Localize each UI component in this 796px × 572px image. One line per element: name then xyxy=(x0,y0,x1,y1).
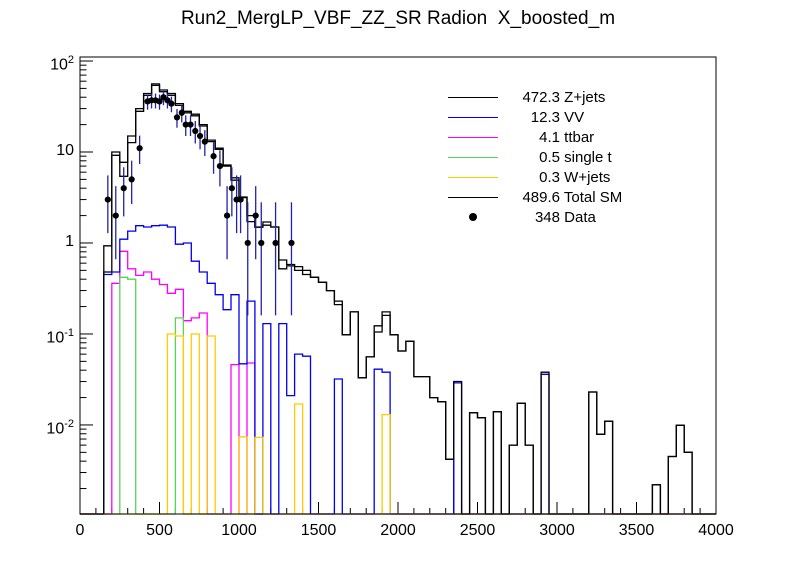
legend-line-sample xyxy=(448,107,498,127)
data-marker xyxy=(244,239,251,247)
data-marker xyxy=(288,239,295,247)
x-tick-label: 0 xyxy=(75,522,85,539)
data-marker xyxy=(178,109,185,116)
y-tick-label: 10 xyxy=(56,141,74,159)
x-tick-label: 2000 xyxy=(380,522,416,539)
legend-entry-text: 0.5 single t xyxy=(539,148,612,166)
x-tick-label: 1500 xyxy=(300,522,337,539)
plot-title: Run2_MergLP_VBF_ZZ_SR Radion X_boosted_m xyxy=(180,8,616,29)
legend-entry-w-jets: 0.3 W+jets xyxy=(438,167,713,187)
legend-line-sample xyxy=(448,147,498,167)
legend-entry-text: 472.3 Z+jets xyxy=(522,88,606,106)
legend-entry-data: 348 Data xyxy=(438,207,713,227)
legend-line-sample xyxy=(448,167,498,187)
data-marker xyxy=(120,185,127,192)
data-marker xyxy=(112,212,119,219)
data-marker xyxy=(252,212,259,219)
legend-marker-sample xyxy=(448,207,498,227)
data-marker xyxy=(210,153,217,160)
hist-total-sm xyxy=(80,83,716,515)
legend-entry-z-jets: 472.3 Z+jets xyxy=(438,87,713,107)
data-points xyxy=(104,90,295,316)
legend-entry-ttbar: 4.1 ttbar xyxy=(438,127,713,147)
data-marker xyxy=(182,121,189,128)
legend-entry-text: 12.3 VV xyxy=(530,108,585,126)
data-marker xyxy=(168,100,175,107)
hist-single-t xyxy=(80,276,716,515)
x-tick-label: 2500 xyxy=(459,522,496,539)
data-marker xyxy=(201,138,208,145)
y-tick-label: 1 xyxy=(65,232,74,250)
legend-entry-text: 348 Data xyxy=(534,208,596,226)
plot-frame xyxy=(79,56,717,515)
data-marker xyxy=(237,196,244,203)
y-tick-label: 10-1 xyxy=(46,326,74,347)
legend-entry-total-sm: 489.6 Total SM xyxy=(438,187,713,207)
legend-line-sample xyxy=(448,127,498,147)
x-tick-label: 4000 xyxy=(698,522,734,539)
data-marker xyxy=(223,212,231,219)
x-tick-label: 500 xyxy=(146,522,173,539)
legend-entry-text: 0.3 W+jets xyxy=(539,168,611,186)
data-marker xyxy=(258,239,265,247)
legend-entry-vv: 12.3 VV xyxy=(438,107,713,127)
data-marker xyxy=(128,176,135,183)
data-marker xyxy=(136,145,143,152)
legend-line-sample xyxy=(448,87,498,107)
data-marker xyxy=(192,127,199,135)
data-marker xyxy=(104,196,111,203)
data-marker xyxy=(156,98,163,105)
data-marker xyxy=(173,114,181,121)
data-marker xyxy=(228,185,235,192)
x-tick-label: 3500 xyxy=(618,522,655,539)
data-marker xyxy=(216,162,224,170)
x-tick-label: 3000 xyxy=(539,522,575,539)
legend: 472.3 Z+jets 12.3 VV 4.1 ttbar 0.5 single t… xyxy=(438,87,713,227)
legend-entry-text: 4.1 ttbar xyxy=(539,128,595,146)
data-marker xyxy=(187,121,194,128)
x-tick-label: 1000 xyxy=(221,522,257,539)
y-tick-label: 10-2 xyxy=(46,417,74,438)
y-tick-label: 102 xyxy=(50,54,74,74)
legend-entry-single-t: 0.5 single t xyxy=(438,147,713,167)
data-marker xyxy=(196,132,204,140)
data-marker xyxy=(272,239,279,247)
legend-line-sample xyxy=(448,187,498,207)
legend-entry-text: 489.6 Total SM xyxy=(522,188,623,206)
